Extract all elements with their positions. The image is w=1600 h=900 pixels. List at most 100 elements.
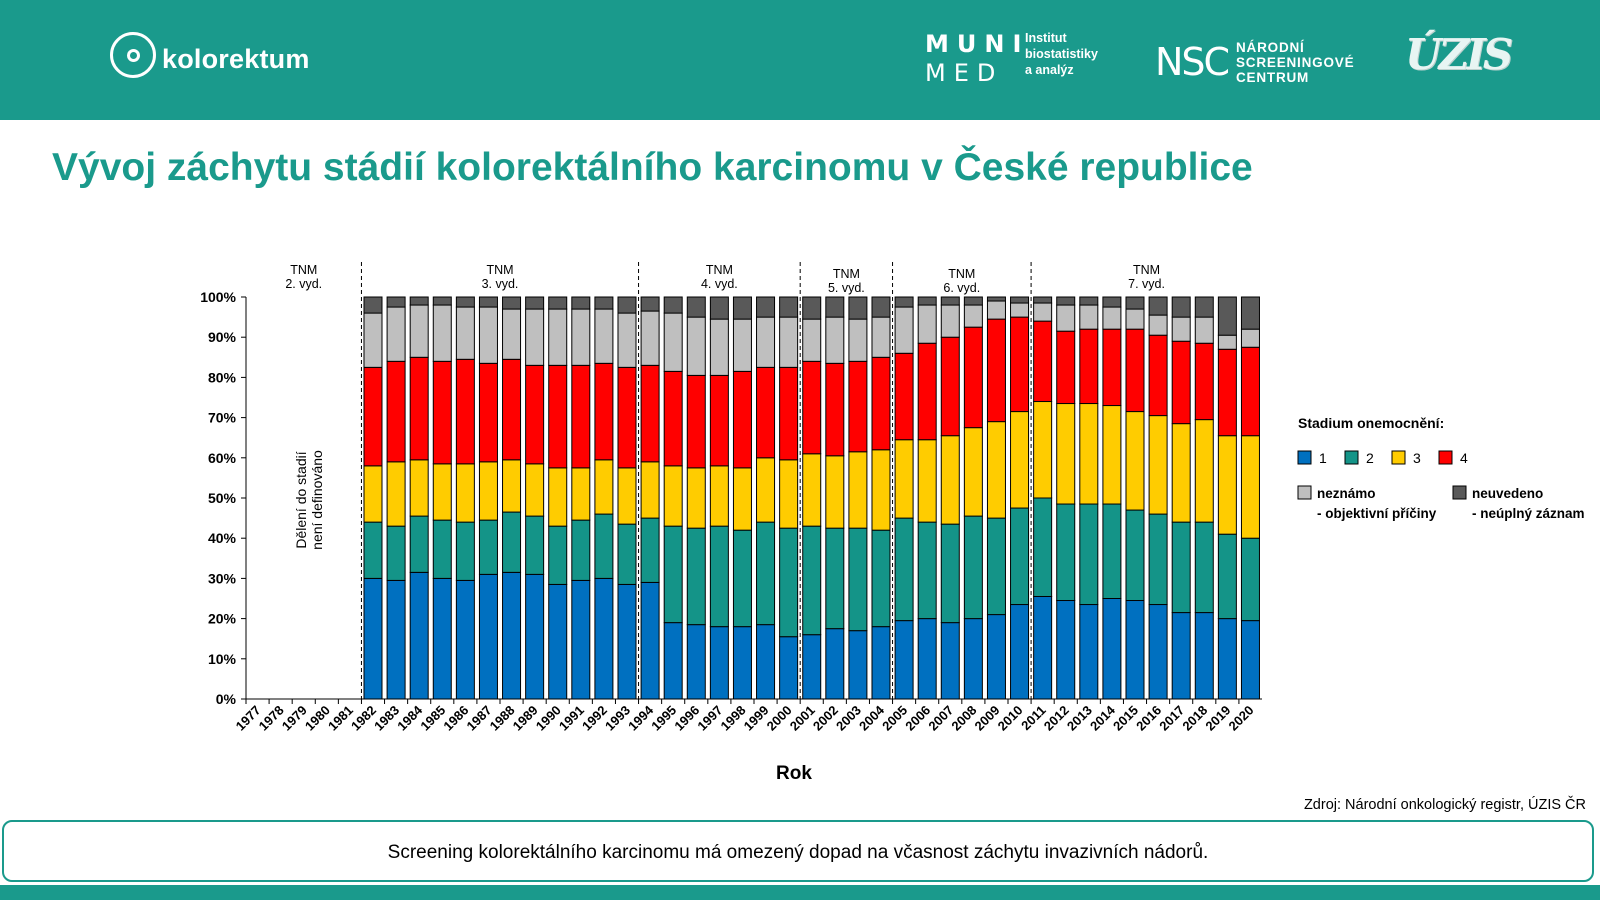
bar-segment	[409, 459, 429, 517]
bar-segment	[825, 628, 845, 700]
bar-segment	[663, 312, 683, 372]
bar-segment	[409, 356, 429, 461]
bar-segment	[1056, 600, 1076, 700]
bar-segment	[1148, 415, 1168, 515]
bar-segment	[986, 318, 1006, 423]
x-tick-label: 1999	[741, 703, 772, 734]
x-tick-label: 2002	[810, 703, 841, 734]
bar-segment	[756, 457, 776, 523]
bar-segment	[894, 517, 914, 622]
bar-segment	[1010, 411, 1030, 509]
summary-box: Screening kolorektálního karcinomu má om…	[2, 820, 1594, 882]
x-tick-label: 1978	[256, 703, 287, 734]
uzis-logo[interactable]: ÚZIS	[1405, 30, 1513, 79]
bar-segment	[732, 626, 752, 700]
bar-segment	[709, 626, 729, 700]
y-tick-label: 20%	[208, 611, 237, 627]
x-tick-label: 1994	[625, 702, 657, 734]
bar-segment	[1010, 302, 1030, 318]
kolorektum-logo-text: kolorektum	[162, 44, 310, 74]
legend-swatch	[1438, 450, 1453, 465]
legend-swatch	[1344, 450, 1359, 465]
bar-segment	[548, 467, 568, 527]
bar-segment	[756, 296, 776, 318]
bar-segment	[640, 364, 660, 463]
bar-segment	[1033, 296, 1053, 304]
bar-segment	[894, 306, 914, 354]
bar-segment	[1125, 328, 1145, 413]
bar-segment	[802, 525, 822, 636]
bar-segment	[432, 296, 452, 306]
tnm-label: 4. vyd.	[701, 277, 738, 291]
tnm-label: 3. vyd.	[482, 277, 519, 291]
bar-segment	[1125, 308, 1145, 330]
x-tick-label: 1986	[440, 703, 471, 734]
bar-segment	[1125, 296, 1145, 310]
tnm-label: 7. vyd.	[1128, 277, 1165, 291]
bar-segment	[917, 342, 937, 441]
bar-segment	[502, 459, 522, 513]
undefined-staging-note: není definováno	[309, 450, 325, 550]
bar-segment	[1240, 328, 1260, 348]
tnm-label: 6. vyd.	[943, 281, 980, 295]
bar-segment	[455, 306, 475, 360]
bar-segment	[779, 527, 799, 638]
stacked-bar-chart: 0%10%20%30%40%50%60%70%80%90%100%1977197…	[200, 262, 1585, 784]
bar-segment	[1079, 304, 1099, 330]
bar-segment	[386, 306, 406, 362]
kolorektum-logo[interactable]: kolorektum	[110, 30, 320, 90]
x-tick-label: 1983	[371, 703, 402, 734]
nsc-text-line2: SCREENINGOVÉ	[1236, 55, 1355, 70]
bar-segment	[894, 439, 914, 519]
bar-segment	[1079, 403, 1099, 505]
bar-segment	[1148, 296, 1168, 316]
bar-segment	[1010, 296, 1030, 304]
bar-segment	[963, 515, 983, 620]
footer-bar	[0, 885, 1600, 900]
bar-segment	[478, 362, 498, 463]
y-tick-label: 50%	[208, 490, 237, 506]
bar-segment	[940, 435, 960, 525]
bar-segment	[1171, 423, 1191, 523]
bar-segment	[386, 461, 406, 527]
bar-segment	[617, 296, 637, 314]
bar-segment	[732, 296, 752, 320]
x-tick-label: 2012	[1041, 703, 1072, 734]
bar-segment	[756, 366, 776, 459]
bar-segment	[848, 527, 868, 632]
bar-segment	[1240, 537, 1260, 622]
x-tick-label: 1984	[394, 702, 426, 734]
bar-segment	[963, 304, 983, 328]
x-tick-label: 2003	[833, 703, 864, 734]
muni-med-logo[interactable]: MUNI MED	[925, 30, 1029, 88]
bar-segment	[525, 364, 545, 465]
bar-segment	[478, 296, 498, 308]
bar-segment	[409, 515, 429, 573]
bar-segment	[871, 296, 891, 318]
legend-title: Stadium onemocnění:	[1298, 415, 1444, 431]
bar-segment	[617, 366, 637, 469]
legend-label: neuvedeno	[1472, 486, 1543, 501]
bar-segment	[1079, 296, 1099, 306]
bar-segment	[502, 358, 522, 461]
bar-segment	[709, 318, 729, 376]
bar-segment	[756, 521, 776, 626]
bar-segment	[548, 308, 568, 366]
y-tick-label: 80%	[208, 369, 237, 385]
bar-segment	[640, 310, 660, 366]
bar-segment	[1102, 306, 1122, 330]
bar-segment	[1033, 401, 1053, 499]
bar-segment	[1125, 411, 1145, 511]
bar-segment	[1171, 316, 1191, 342]
bar-segment	[986, 517, 1006, 616]
bar-segment	[825, 362, 845, 457]
bar-segment	[594, 513, 614, 579]
nsc-logo[interactable]: NSC	[1155, 40, 1230, 84]
bar-segment	[779, 316, 799, 368]
tnm-label: TNM	[290, 263, 317, 277]
bar-segment	[571, 364, 591, 469]
bar-segment	[986, 300, 1006, 320]
x-axis-label: Rok	[776, 763, 812, 784]
x-tick-label: 2008	[948, 703, 979, 734]
bar-segment	[478, 573, 498, 700]
